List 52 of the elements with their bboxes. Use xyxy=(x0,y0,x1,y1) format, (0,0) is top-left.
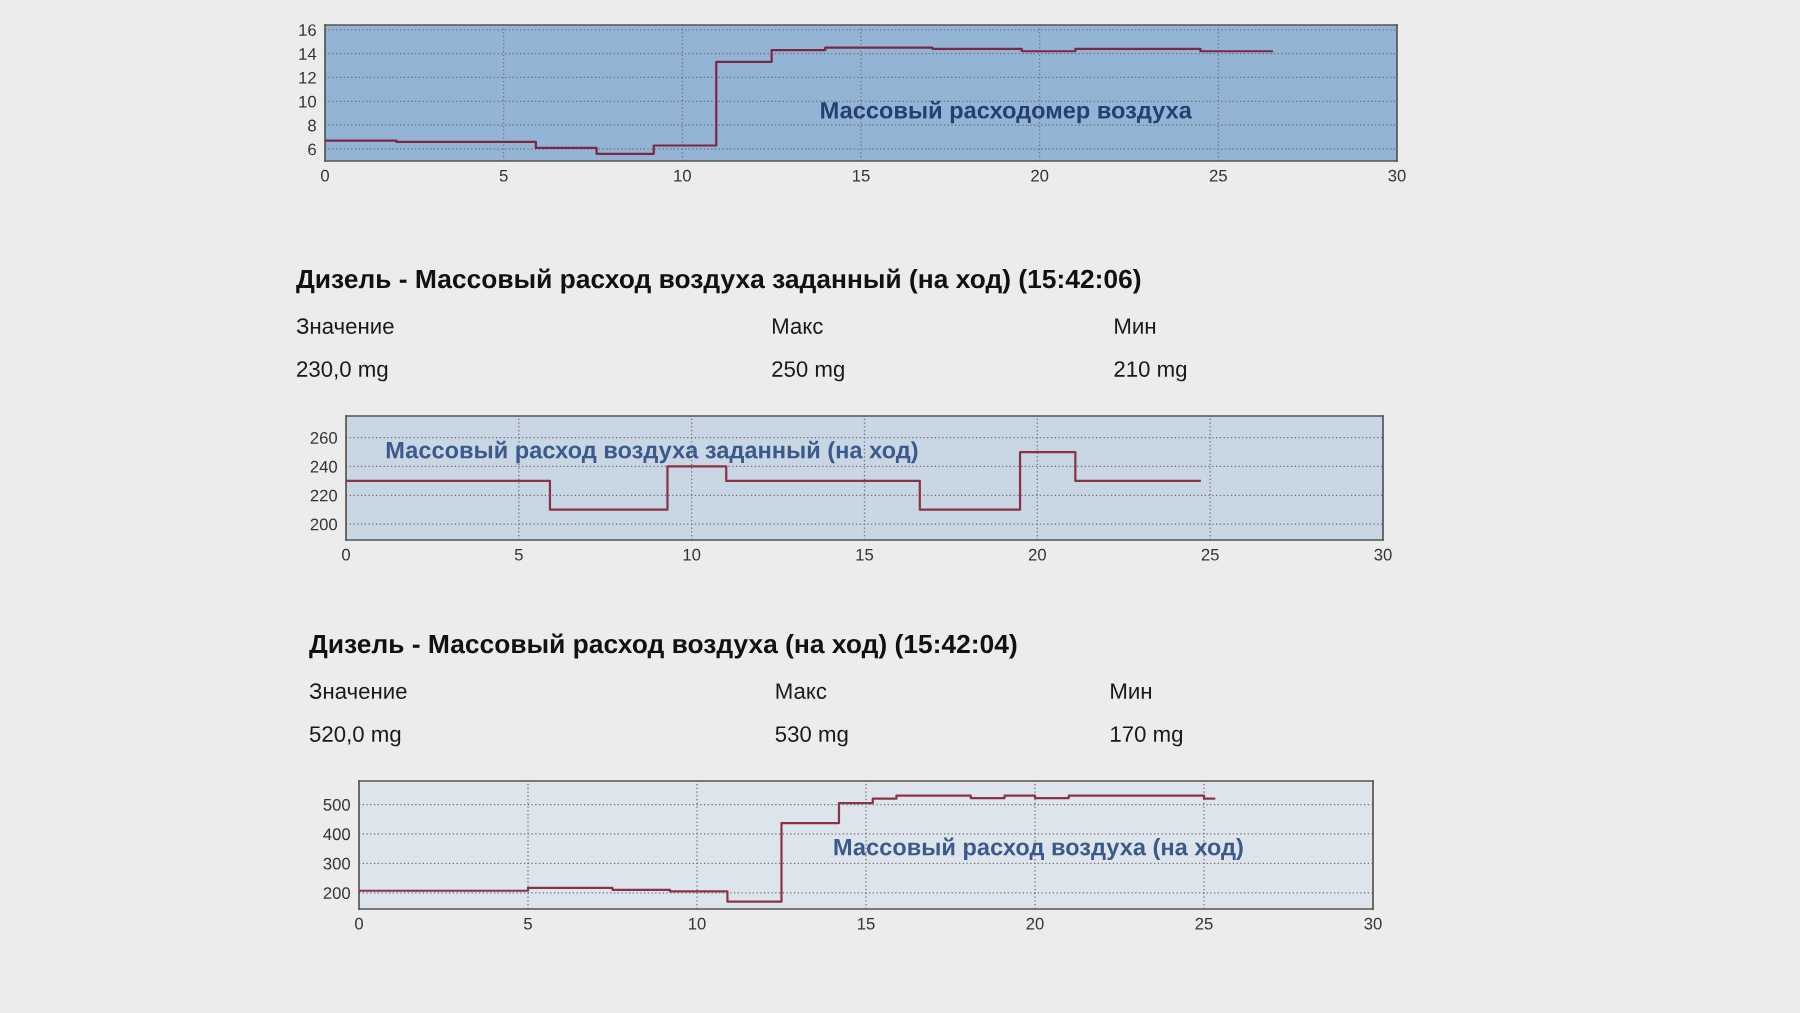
x-tick-label: 5 xyxy=(499,169,508,182)
text: 530 mg xyxy=(775,726,848,747)
x-tick-label: 20 xyxy=(1026,917,1044,930)
x-tick-label: 25 xyxy=(1201,548,1219,561)
y-tick-label: 8 xyxy=(308,119,316,132)
text: 210 mg xyxy=(1114,361,1187,382)
x-tick-label: 10 xyxy=(689,917,706,930)
x-tick-label: 15 xyxy=(856,548,874,561)
chart-title: Дизель - Массовый расход воздуха заданный (на ход) (15:42:06) xyxy=(296,268,1141,294)
y-tick-label: 240 xyxy=(310,460,338,473)
y-tick-label: 200 xyxy=(323,887,351,900)
x-tick-label: 25 xyxy=(1195,917,1213,930)
x-tick-label: 0 xyxy=(355,917,363,930)
y-tick-label: 16 xyxy=(299,24,316,36)
x-tick-label: 0 xyxy=(342,548,350,561)
x-tick-label: 0 xyxy=(321,169,329,182)
y-tick-label: 6 xyxy=(308,143,316,156)
x-tick-label: 10 xyxy=(674,169,691,182)
text: Макс xyxy=(772,318,823,334)
x-tick-label: 20 xyxy=(1031,169,1049,182)
text: Мин xyxy=(1115,318,1156,334)
chart-title: Дизель - Массовый расход воздуха (на ход) (15:42:04) xyxy=(309,633,1017,659)
y-tick-label: 400 xyxy=(323,828,351,841)
text: 230,0 mg xyxy=(297,361,388,382)
x-tick-label: 5 xyxy=(514,548,523,561)
text: Массовый расход воздуха (на ход) xyxy=(834,837,1243,861)
x-tick-label: 30 xyxy=(1364,917,1382,930)
x-tick-label: 20 xyxy=(1028,548,1046,561)
text: 520,0 mg xyxy=(309,726,401,747)
text: Макс xyxy=(776,683,827,699)
text: Массовый расход воздуха заданный (на ход) xyxy=(386,440,918,464)
x-tick-label: 25 xyxy=(1209,169,1227,182)
y-tick-label: 200 xyxy=(310,518,338,531)
text: Массовый расходомер воздуха xyxy=(821,100,1192,124)
x-tick-label: 30 xyxy=(1374,548,1392,561)
text: Значение xyxy=(309,683,407,699)
y-tick-label: 300 xyxy=(323,857,351,870)
x-tick-label: 10 xyxy=(683,548,701,561)
text: Мин xyxy=(1111,683,1152,699)
text: 170 mg xyxy=(1111,726,1183,747)
text: 250 mg xyxy=(772,361,844,382)
y-tick-label: 260 xyxy=(310,432,338,444)
text: Значение xyxy=(296,318,394,334)
y-tick-label: 14 xyxy=(299,48,317,60)
x-tick-label: 30 xyxy=(1388,169,1406,182)
x-tick-label: 5 xyxy=(524,917,532,930)
x-tick-label: 15 xyxy=(858,917,875,930)
y-tick-label: 12 xyxy=(299,71,316,84)
y-tick-label: 500 xyxy=(323,798,351,811)
y-tick-label: 10 xyxy=(299,95,317,108)
x-tick-label: 15 xyxy=(853,169,870,182)
y-tick-label: 220 xyxy=(310,489,338,502)
